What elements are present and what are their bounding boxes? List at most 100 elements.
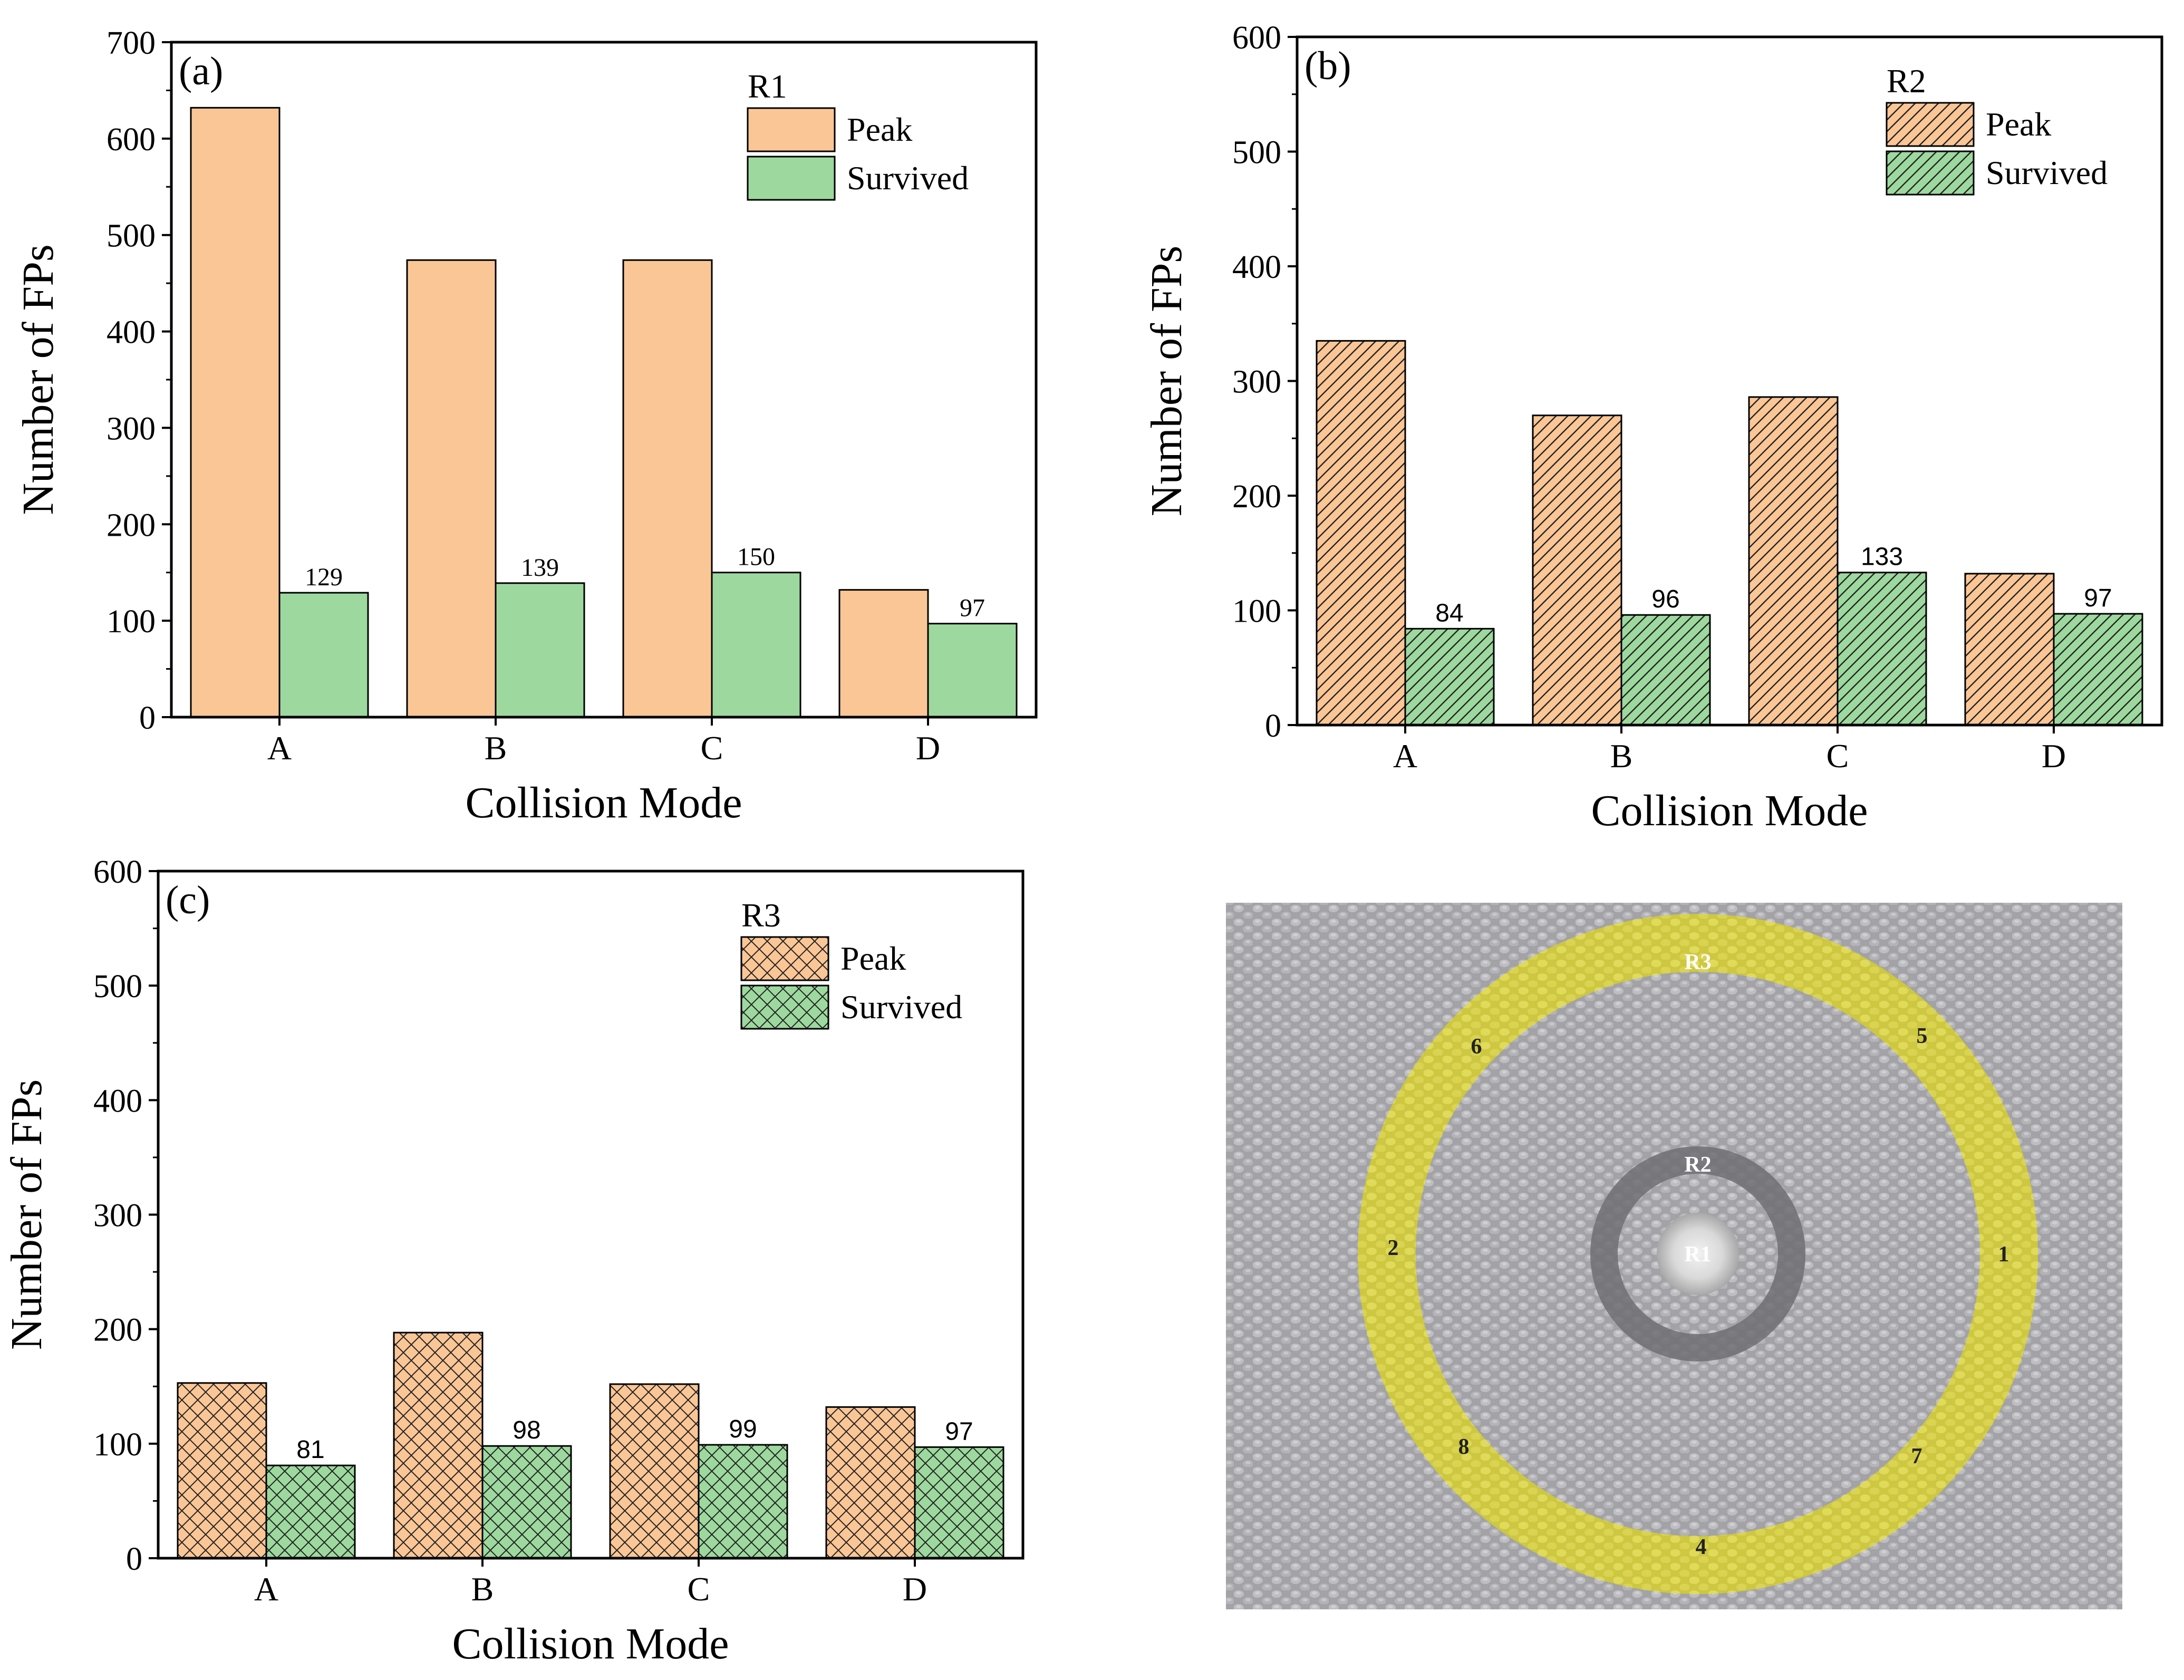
survived-bar-b	[481, 1445, 572, 1559]
peak-bar-d	[1964, 573, 2055, 726]
survived-bar-d	[927, 623, 1018, 718]
peak-bar-a	[190, 107, 281, 718]
x-tick-label: A	[267, 729, 292, 767]
peak-bar-c	[609, 1383, 700, 1559]
y-tick-label: 100	[107, 604, 156, 640]
site-label-4: 4	[1696, 1535, 1707, 1559]
x-tick-label: D	[903, 1570, 927, 1608]
peak-bar-a	[177, 1382, 267, 1559]
y-tick-label: 500	[1232, 135, 1281, 171]
y-tick-label: 200	[93, 1312, 142, 1348]
x-tick-label: C	[1827, 737, 1849, 775]
x-tick-label: C	[688, 1570, 710, 1608]
legend-swatch-peak	[740, 936, 829, 981]
y-tick-label: 700	[107, 25, 156, 61]
site-label-8: 8	[1458, 1435, 1470, 1459]
y-tick-label: 300	[107, 411, 156, 447]
data-label: 96	[1651, 585, 1679, 613]
legend-swatch-survived	[740, 984, 829, 1030]
y-tick-label: 500	[93, 969, 142, 1005]
y-axis-label: Number of FPs	[2, 1079, 51, 1350]
legend-title: R1	[748, 67, 787, 105]
legend-entry-survived: Survived	[847, 159, 969, 197]
legend: R3 Peak Survived	[740, 896, 962, 1030]
peak-bar-c	[622, 259, 713, 718]
peak-bar-c	[1748, 396, 1839, 726]
legend-swatch-peak	[1886, 102, 1975, 147]
data-label: 98	[513, 1416, 540, 1444]
y-tick-label: 600	[1232, 20, 1281, 56]
y-tick-label: 400	[93, 1083, 142, 1119]
y-tick-label: 100	[1232, 594, 1281, 630]
x-tick-label: C	[701, 729, 723, 767]
legend: R1 Peak Survived	[747, 67, 969, 201]
panel-a-chart: 129 A 139 B 150 C 97 D 0 100 200 300 400 500 600 700 Col…	[14, 25, 1038, 827]
y-tick-label: 600	[107, 122, 156, 158]
y-tick-label: 300	[1232, 364, 1281, 400]
survived-bar-a	[278, 592, 369, 718]
data-label: 99	[729, 1415, 757, 1443]
peak-bar-d	[825, 1406, 916, 1559]
survived-bar-c	[698, 1444, 788, 1559]
y-tick-label: 500	[107, 218, 156, 254]
legend-swatch-survived	[747, 156, 836, 201]
legend-entry-peak: Peak	[1986, 105, 2051, 143]
x-axis-label: Collision Mode	[452, 1619, 729, 1668]
y-tick-label: 200	[107, 507, 156, 543]
x-tick-label: B	[471, 1570, 494, 1608]
y-tick-label: 100	[93, 1427, 142, 1463]
x-tick-label: A	[1393, 737, 1417, 775]
x-tick-label: B	[1610, 737, 1633, 775]
r3-ring	[1358, 914, 2038, 1594]
panel-c-chart: 81 A 98 B 99 C 97 D 0 100 200 300 400 500 600 Collision…	[2, 854, 1025, 1668]
x-tick-label: A	[254, 1570, 278, 1608]
site-label-2: 2	[1388, 1236, 1399, 1260]
r2-ring	[1590, 1146, 1805, 1362]
legend: R2 Peak Survived	[1886, 62, 2108, 196]
peak-bar-a	[1316, 340, 1406, 726]
data-label: 129	[305, 563, 343, 591]
panel-b-chart: 84 A 96 B 133 C 97 D 0 100 200 300 400 500 600 Collisio…	[1142, 20, 2163, 835]
data-label: 150	[737, 543, 775, 571]
x-axis-label: Collision Mode	[465, 778, 742, 827]
survived-bar-d	[2053, 613, 2143, 726]
x-axis-label: Collision Mode	[1591, 786, 1868, 835]
panel-label: (c)	[166, 878, 210, 922]
data-label: 139	[521, 554, 559, 582]
site-label-5: 5	[1917, 1024, 1928, 1048]
region-schematic: R3 R2 R1 1 2 4 5 6 7 8	[1226, 903, 2122, 1609]
data-label: 97	[2084, 584, 2112, 612]
y-tick-label: 400	[1232, 249, 1281, 285]
legend-swatch-peak	[747, 107, 836, 152]
data-label: 81	[296, 1436, 324, 1464]
survived-bar-b	[1620, 614, 1711, 726]
data-label: 84	[1435, 599, 1463, 627]
legend-title: R3	[741, 896, 781, 934]
survived-bar-c	[1837, 572, 1927, 726]
survived-bar-c	[711, 572, 801, 718]
legend-title: R2	[1887, 62, 1926, 100]
legend-entry-peak: Peak	[847, 111, 912, 148]
peak-bar-b	[406, 259, 497, 718]
peak-bar-b	[1532, 414, 1622, 726]
legend-entry-peak: Peak	[840, 940, 906, 977]
site-label-6: 6	[1471, 1035, 1482, 1059]
y-tick-label: 0	[1265, 708, 1281, 744]
legend-swatch-survived	[1886, 150, 1975, 196]
region-label-r3: R3	[1684, 950, 1711, 974]
x-tick-label: D	[916, 729, 940, 767]
y-tick-label: 0	[126, 1541, 142, 1577]
legend-entry-survived: Survived	[840, 988, 962, 1026]
y-tick-label: 200	[1232, 479, 1281, 515]
y-tick-label: 400	[107, 315, 156, 351]
data-label: 97	[945, 1417, 973, 1445]
panel-label: (a)	[179, 49, 223, 93]
y-tick-label: 0	[139, 700, 156, 736]
region-label-r2: R2	[1684, 1153, 1711, 1177]
data-label: 133	[1861, 543, 1903, 571]
x-tick-label: D	[2042, 737, 2066, 775]
legend-entry-survived: Survived	[1986, 154, 2108, 191]
peak-bar-d	[838, 589, 929, 718]
survived-bar-b	[495, 582, 585, 718]
